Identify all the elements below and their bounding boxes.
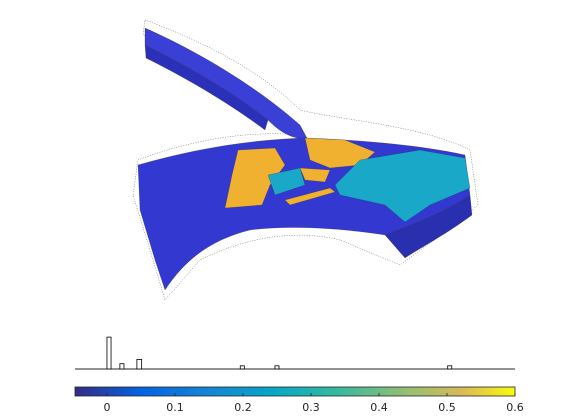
high-porosity-patch (284, 187, 336, 206)
high-porosity-patch (299, 167, 331, 183)
colorbar-tick-label: 0.4 (370, 401, 388, 414)
colorbar-tick-label: 0.2 (234, 401, 252, 414)
reservoir-model (132, 19, 479, 301)
colorbar-tick-label: 0.6 (506, 401, 524, 414)
histogram-bar (447, 365, 453, 370)
colorbar-tick-label: 0.3 (302, 401, 320, 414)
colorbar-tick-label: 0.5 (438, 401, 456, 414)
histogram-bar (106, 336, 112, 370)
histogram-bar (274, 365, 280, 370)
histogram-bar (119, 363, 125, 370)
mid-porosity-patch (334, 149, 471, 223)
branch-side (144, 44, 269, 131)
mid-porosity-patch (267, 167, 306, 196)
upper-branch (144, 27, 309, 141)
colorbar-gradient (74, 386, 516, 397)
colorbar: 0 0.1 0.2 0.3 0.4 0.5 0.6 (74, 386, 524, 414)
body-side (384, 194, 473, 259)
histogram-bar (136, 359, 143, 370)
colorbar-tick-label: 0 (103, 401, 110, 414)
colorbar-tick-label: 0.1 (166, 401, 184, 414)
histogram (75, 336, 515, 370)
histogram-bar (239, 365, 245, 370)
high-porosity-patch (224, 147, 286, 209)
